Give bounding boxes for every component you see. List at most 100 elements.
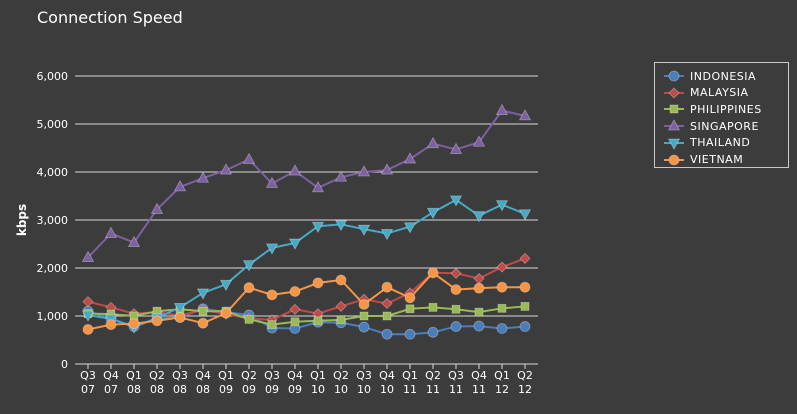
legend-item-vietnam: VIETNAM <box>663 152 743 168</box>
legend-swatch-vietnam <box>664 154 684 165</box>
data-point-philippines <box>290 317 300 327</box>
data-point-philippines <box>336 315 346 325</box>
data-point-singapore <box>127 235 141 247</box>
x-tick-label: 10 <box>357 383 371 396</box>
data-point-thailand <box>242 260 256 272</box>
data-point-singapore <box>472 135 486 147</box>
x-tick-label: 08 <box>173 383 187 396</box>
data-point-vietnam <box>496 281 508 293</box>
data-point-thailand <box>334 219 348 232</box>
legend-marker <box>669 104 679 114</box>
data-point-thailand <box>81 310 95 322</box>
data-point-thailand <box>173 302 187 315</box>
legend-swatch-indonesia <box>664 70 684 82</box>
data-point-thailand <box>311 221 325 234</box>
data-point-singapore <box>104 226 118 238</box>
x-tick-label: 11 <box>403 383 417 396</box>
data-point-malaysia <box>473 272 485 285</box>
x-tick-label: 09 <box>242 383 256 396</box>
data-point-singapore <box>403 152 417 164</box>
data-point-malaysia <box>335 300 347 312</box>
data-point-thailand <box>357 224 371 236</box>
data-point-vietnam <box>220 307 232 319</box>
data-point-singapore <box>449 142 463 154</box>
x-tick-label: Q1 <box>218 369 234 382</box>
axis-labels: 01,0002,0003,0004,0005,0006,000Q307Q407Q… <box>15 70 533 396</box>
data-point-singapore <box>495 103 509 115</box>
data-point-philippines <box>313 316 323 326</box>
x-tick-label: 11 <box>472 383 486 396</box>
data-point-singapore <box>81 250 95 262</box>
data-point-singapore <box>219 163 233 175</box>
legend-marker <box>668 70 680 82</box>
data-point-vietnam <box>289 286 301 297</box>
data-point-singapore <box>426 136 440 149</box>
x-tick-label: Q2 <box>241 369 257 382</box>
x-tick-label: Q4 <box>195 369 211 382</box>
x-tick-label: Q1 <box>126 369 142 382</box>
data-point-malaysia <box>82 296 94 308</box>
legend-label: MALAYSIA <box>690 86 749 100</box>
data-point-malaysia <box>289 303 301 315</box>
data-point-thailand <box>288 238 302 250</box>
legend-item-indonesia: INDONESIA <box>663 68 756 84</box>
data-point-thailand <box>380 229 394 241</box>
data-point-singapore <box>265 176 279 188</box>
legend-swatch-philippines <box>664 104 684 114</box>
y-tick-label: 3,000 <box>37 214 69 227</box>
data-point-singapore <box>173 180 187 192</box>
data-point-thailand <box>518 209 532 221</box>
chart-title: Connection Speed <box>37 8 183 27</box>
x-tick-label: Q3 <box>172 369 188 382</box>
data-point-philippines <box>198 306 208 316</box>
y-tick-label: 6,000 <box>37 70 69 83</box>
data-point-thailand <box>449 195 463 207</box>
data-point-malaysia <box>519 252 531 264</box>
data-point-vietnam <box>450 284 462 296</box>
data-point-singapore <box>311 181 325 193</box>
x-tick-label: Q1 <box>310 369 326 382</box>
data-point-indonesia <box>450 321 462 332</box>
data-point-singapore <box>288 164 302 176</box>
data-point-singapore <box>380 163 394 175</box>
legend-label: INDONESIA <box>690 69 757 83</box>
data-point-philippines <box>428 302 438 312</box>
data-point-vietnam <box>266 289 278 301</box>
legend-item-thailand: THAILAND <box>663 135 750 151</box>
data-point-philippines <box>520 301 530 311</box>
x-tick-label: Q3 <box>448 369 464 382</box>
series-lines <box>87 109 526 336</box>
data-points <box>81 103 532 340</box>
data-point-philippines <box>267 320 277 330</box>
data-point-singapore <box>334 170 348 182</box>
data-point-indonesia <box>404 328 416 340</box>
x-tick-label: Q2 <box>425 369 441 382</box>
x-tick-label: Q4 <box>379 369 395 382</box>
x-tick-label: 12 <box>495 383 509 396</box>
data-point-thailand <box>196 288 210 300</box>
data-point-vietnam <box>519 281 531 293</box>
data-point-malaysia <box>381 297 393 310</box>
data-point-indonesia <box>358 321 370 333</box>
data-point-thailand <box>219 279 233 292</box>
data-point-philippines <box>382 311 392 321</box>
x-tick-label: 07 <box>104 383 118 396</box>
x-tick-label: Q1 <box>494 369 510 382</box>
legend: INDONESIA MALAYSIA PHILIPPINES SINGAPORE THA… <box>654 62 789 168</box>
legend-swatch-singapore <box>664 119 684 131</box>
x-tick-label: 09 <box>288 383 302 396</box>
data-point-vietnam <box>473 282 485 294</box>
x-tick-label: 08 <box>196 383 210 396</box>
data-point-vietnam <box>128 318 140 330</box>
legend-swatch-thailand <box>664 138 684 150</box>
data-point-indonesia <box>519 321 531 332</box>
data-point-indonesia <box>427 326 439 338</box>
data-point-vietnam <box>404 292 416 304</box>
x-tick-label: Q2 <box>517 369 533 382</box>
y-tick-label: 1,000 <box>37 310 69 323</box>
data-point-malaysia <box>450 267 462 279</box>
data-point-vietnam <box>243 282 255 294</box>
data-point-singapore <box>518 109 532 121</box>
data-point-singapore <box>242 152 256 164</box>
